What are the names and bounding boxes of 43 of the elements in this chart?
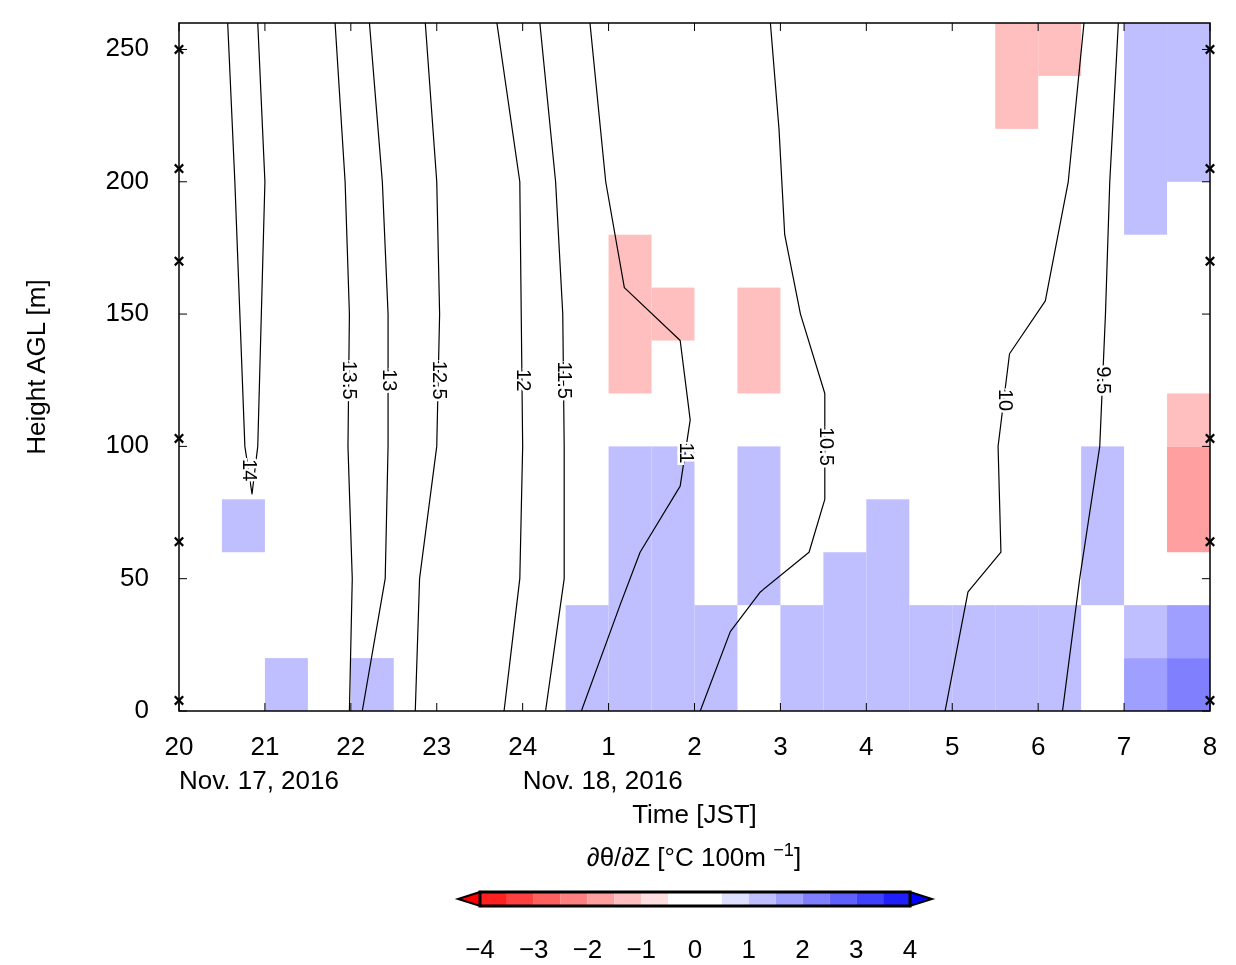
- x-tick-label: 8: [1202, 731, 1218, 761]
- x-tick-label: 1: [601, 731, 616, 761]
- y-tick-label: 0: [134, 693, 149, 724]
- color-bar-label: 4: [902, 934, 918, 964]
- color-bar-label: 0: [687, 934, 703, 964]
- color-bar-label: 1: [741, 934, 756, 964]
- x-tick-label: 3: [773, 731, 788, 761]
- color-bar-label: 3: [849, 934, 864, 964]
- color-bar-title: ∂θ/∂Z [°C 100m $^{−1}$]: [586, 840, 802, 872]
- color-bar-label: −2: [572, 934, 603, 964]
- x-tick-label: 6: [1030, 731, 1046, 761]
- text: 13: [378, 369, 401, 392]
- y-tick-label: 200: [105, 164, 149, 195]
- text: 12: [512, 369, 535, 392]
- text: 10: [994, 388, 1017, 412]
- color-bar-label: −1: [626, 934, 657, 964]
- x-tick-label: 20: [164, 731, 194, 761]
- color-bar-label: −3: [518, 934, 549, 964]
- text: 14: [239, 459, 262, 482]
- x-tick-label: 21: [250, 731, 280, 761]
- y-tick-label: 250: [105, 32, 149, 63]
- x-tick-label: 22: [336, 731, 366, 761]
- text: Nov. 17, 2016: [179, 765, 339, 795]
- text: 11.5: [554, 361, 577, 399]
- color-bar-label: 2: [795, 934, 810, 964]
- x-tick-label: 24: [508, 731, 538, 761]
- x-tick-label: 5: [945, 731, 960, 761]
- x-axis-title: Time [JST]: [632, 799, 757, 829]
- y-axis-title: Height AGL [m]: [21, 279, 51, 455]
- text: 13.5: [339, 360, 362, 400]
- text: Nov. 18, 2016: [522, 765, 683, 795]
- x-tick-label: 2: [687, 731, 702, 761]
- x-tick-label: 4: [859, 731, 874, 761]
- text: 12.5: [428, 360, 451, 400]
- x-tick-label: 7: [1116, 731, 1132, 761]
- text: 11: [675, 442, 698, 464]
- y-tick-label: 50: [120, 561, 149, 592]
- y-tick-label: 150: [105, 296, 149, 327]
- text: 9.5: [1093, 366, 1116, 395]
- y-tick-label: 100: [105, 429, 149, 460]
- color-bar-label: −4: [465, 934, 495, 964]
- x-tick-label: 23: [422, 731, 452, 761]
- text: 10.5: [815, 426, 838, 466]
